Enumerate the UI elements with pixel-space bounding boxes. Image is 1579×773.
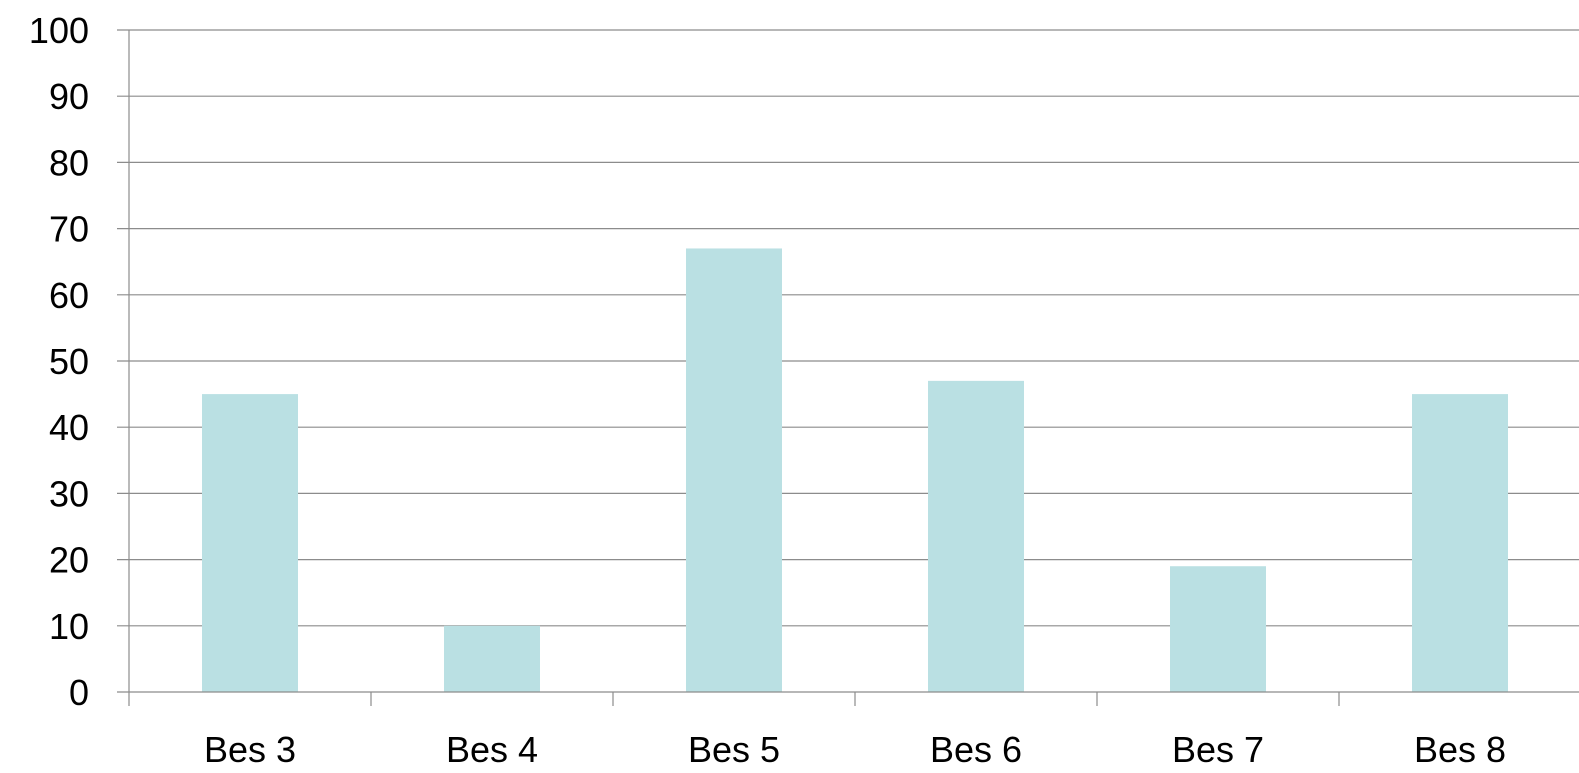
x-tick-label: Bes 5 [688, 729, 780, 770]
x-tick-label: Bes 3 [204, 729, 296, 770]
bar-bes-3 [202, 394, 298, 692]
y-tick-label: 90 [49, 76, 89, 117]
bars [202, 248, 1508, 692]
x-tick-labels: Bes 3 Bes 4 Bes 5 Bes 6 Bes 7 Bes 8 [204, 729, 1506, 770]
y-tick-label: 0 [69, 672, 89, 713]
bar-bes-6 [928, 380, 1024, 692]
y-tick-label: 10 [49, 606, 89, 647]
y-tick-label: 60 [49, 275, 89, 316]
x-tick-label: Bes 4 [446, 729, 538, 770]
y-tick-label: 70 [49, 209, 89, 250]
bar-bes-7 [1170, 566, 1266, 692]
bar-bes-4 [444, 625, 540, 692]
y-tick-label: 80 [49, 142, 89, 183]
gridlines [117, 29, 1579, 627]
y-tick-label: 100 [29, 10, 89, 51]
y-tick-labels: 0 10 20 30 40 50 60 70 80 90 100 [29, 10, 89, 713]
bar-bes-5 [686, 248, 782, 692]
x-tick-label: Bes 6 [930, 729, 1022, 770]
bar-bes-8 [1412, 394, 1508, 692]
y-tick-label: 40 [49, 407, 89, 448]
y-tick-label: 30 [49, 473, 89, 514]
y-tick-label: 50 [49, 341, 89, 382]
x-axis [117, 30, 1579, 706]
y-tick-label: 20 [49, 540, 89, 581]
x-tick-label: Bes 7 [1172, 729, 1264, 770]
x-tick-label: Bes 8 [1414, 729, 1506, 770]
